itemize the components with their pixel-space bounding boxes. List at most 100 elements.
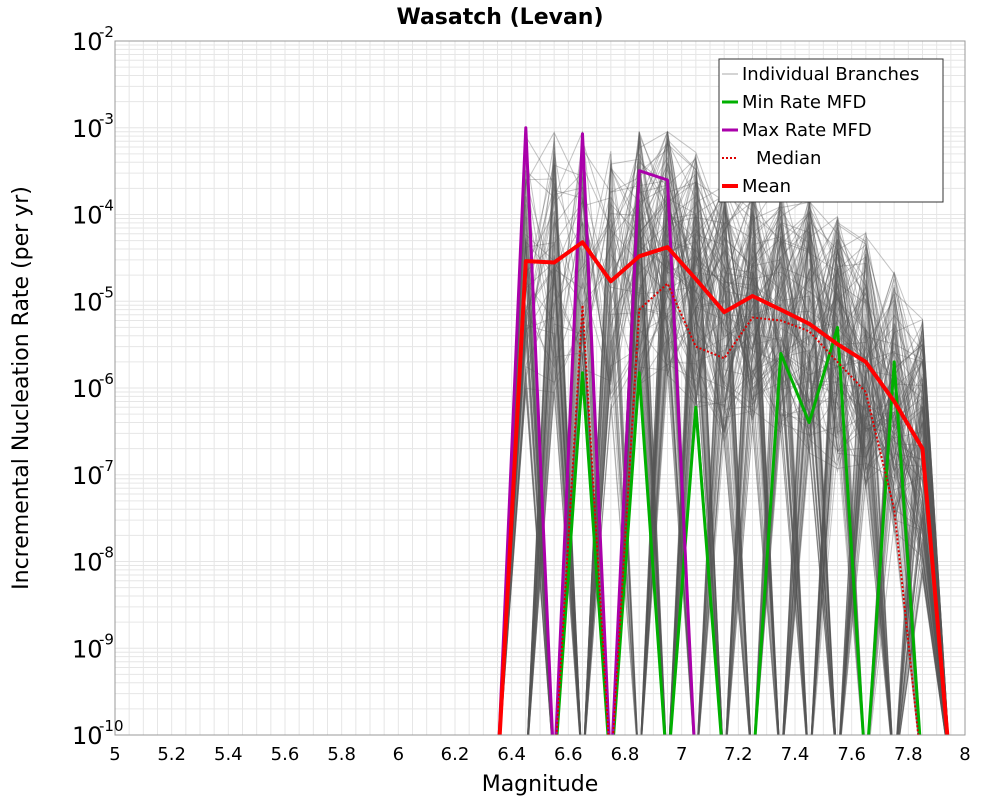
branch-line (527, 175, 949, 735)
x-tick-labels: 5 5.2 5.4 5.6 5.8 6 6.2 6.4 6.6 6.8 7 7.2 7.4 7.6 7.8 8 (109, 744, 970, 765)
branch-line (499, 131, 947, 735)
branch-line (499, 181, 947, 735)
branch-line (499, 217, 946, 735)
branch-line (499, 171, 946, 735)
branch-line (584, 196, 948, 735)
branch-line (528, 206, 947, 735)
y-tick-label: 10 (72, 722, 103, 750)
y-tick-label: 10 (72, 549, 103, 577)
branch-line (499, 205, 949, 735)
branch-line (499, 166, 947, 735)
branch-line (556, 286, 948, 735)
branch-line (555, 158, 948, 735)
y-tick-exponent: -10 (99, 717, 124, 735)
x-tick-label: 5.2 (157, 744, 186, 765)
branch-line (499, 131, 946, 735)
branch-line (527, 183, 865, 735)
branch-line (583, 164, 948, 735)
branch-line (584, 214, 949, 735)
x-tick-label: 7.2 (724, 744, 753, 765)
branch-line (499, 176, 948, 735)
x-axis-label: Magnitude (482, 772, 599, 797)
branch-line (613, 264, 949, 735)
branch-line (669, 206, 947, 735)
branch-line (555, 196, 946, 735)
branch-line (527, 158, 920, 735)
branch-line (584, 201, 946, 735)
y-tick-exponent: -5 (99, 283, 114, 301)
branch-line (498, 170, 947, 735)
x-tick-label: 6.6 (554, 744, 583, 765)
branch-line (527, 201, 947, 735)
branch-line (527, 164, 949, 735)
branch-line (499, 188, 949, 735)
x-tick-label: 5.6 (271, 744, 300, 765)
y-tick-label: 10 (72, 635, 103, 663)
branch-line (499, 140, 949, 735)
min-rate-mfd-line (555, 325, 922, 735)
series-layer (497, 126, 950, 735)
branch-line (498, 178, 948, 735)
branch-line (527, 164, 949, 735)
branch-line (612, 172, 921, 735)
branch-line (555, 192, 949, 735)
x-tick-label: 5.8 (327, 744, 356, 765)
x-tick-label: 5.4 (214, 744, 243, 765)
legend-label-mean: Mean (742, 176, 791, 197)
branch-line (499, 196, 864, 735)
branch-line (499, 238, 949, 735)
mean-line (497, 240, 950, 735)
branch-line (584, 198, 949, 735)
branch-line (498, 152, 919, 735)
branch-line (527, 157, 893, 735)
branch-line (612, 187, 948, 735)
legend-label-max: Max Rate MFD (742, 120, 872, 141)
branch-line (527, 249, 949, 735)
branch-line (612, 155, 949, 735)
branch-line (584, 141, 947, 735)
branch-line (499, 195, 949, 735)
branch-line (612, 170, 948, 735)
branch-line (528, 187, 892, 735)
branch-line (527, 178, 948, 735)
grid-layer (114, 41, 966, 736)
branch-line (499, 216, 947, 735)
branch-line (583, 159, 949, 735)
branch-line (499, 153, 947, 735)
branch-line (640, 187, 947, 735)
branch-line (499, 212, 949, 735)
y-tick-exponent: -4 (99, 197, 114, 215)
branch-line (499, 162, 949, 735)
x-tick-label: 8 (959, 744, 970, 765)
branch-line (612, 222, 949, 735)
branch-line (641, 256, 949, 735)
y-tick-label: 10 (72, 115, 103, 143)
branch-line (527, 148, 892, 735)
y-tick-exponent: -9 (99, 630, 114, 648)
y-tick-label: 10 (72, 202, 103, 230)
branch-line (612, 174, 947, 735)
branch-line (499, 162, 920, 735)
branch-line (499, 141, 948, 735)
branch-line (498, 138, 949, 735)
branch-line (498, 176, 949, 735)
branch-line (527, 132, 949, 735)
x-tick-label: 7.4 (781, 744, 810, 765)
chart-title: Wasatch (Levan) (396, 5, 603, 30)
branch-line (498, 131, 920, 735)
branch-line (584, 222, 921, 735)
branch-line (527, 137, 949, 735)
y-tick-label: 10 (72, 288, 103, 316)
branch-line (612, 162, 949, 735)
branch-line (499, 221, 864, 735)
branch-line (555, 200, 949, 735)
branch-line (584, 220, 947, 735)
legend-label-branches: Individual Branches (742, 64, 919, 85)
branch-line (528, 139, 947, 735)
legend-label-min: Min Rate MFD (742, 92, 866, 113)
branch-line (527, 208, 949, 735)
branch-line (527, 195, 948, 735)
x-tick-label: 5 (109, 744, 120, 765)
